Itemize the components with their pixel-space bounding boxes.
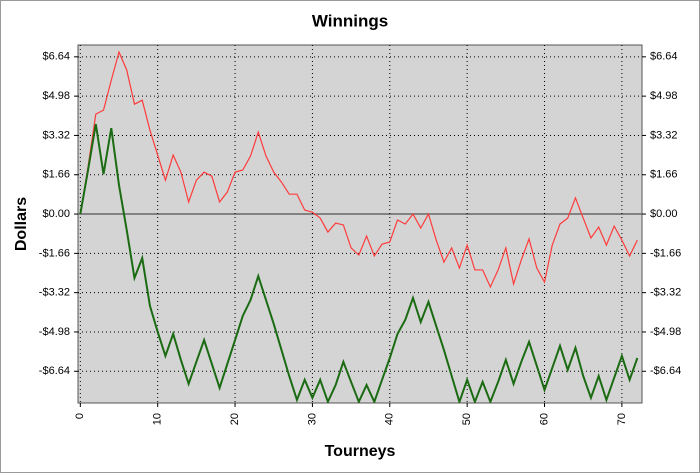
y2-tick-label: $6.64 <box>650 51 678 63</box>
series-line <box>79 50 638 289</box>
y-tick-label: $0.00 <box>42 208 70 220</box>
lines <box>79 50 639 403</box>
y-tick-label: $1.66 <box>42 169 70 181</box>
x-tick-label: 0 <box>74 413 86 419</box>
x-tick-label: 50 <box>461 413 473 425</box>
y2-tick-label: -$4.98 <box>650 326 681 338</box>
x-tick-label: 10 <box>152 413 164 425</box>
x-tick-label: 70 <box>616 413 628 425</box>
y2-tick-label: $1.66 <box>650 169 678 181</box>
x-tick-label: 30 <box>306 413 318 425</box>
y-axis-label: Dollars <box>13 197 30 251</box>
y-tick-label: -$6.64 <box>39 365 70 377</box>
y-tick-label: $3.32 <box>42 129 70 141</box>
y2-tick-label: $4.98 <box>650 90 678 102</box>
y-tick-label: -$1.66 <box>39 247 70 259</box>
x-axis-label: Tourneys <box>325 443 396 460</box>
y2-tick-label: -$3.32 <box>650 287 681 299</box>
y-tick-label: $6.64 <box>42 51 70 63</box>
series-line <box>79 123 639 403</box>
x-tick-label: 40 <box>384 413 396 425</box>
y2-tick-label: -$6.64 <box>650 365 681 377</box>
chart-title: Winnings <box>312 11 388 30</box>
y2-tick-label: $3.32 <box>650 129 678 141</box>
y2-tick-label: -$1.66 <box>650 247 681 259</box>
y2-tick-label: $0.00 <box>650 208 678 220</box>
x-tick-label: 20 <box>229 413 241 425</box>
y-tick-label: -$4.98 <box>39 326 70 338</box>
plot-area <box>77 44 643 404</box>
x-tick-label: 60 <box>538 413 550 425</box>
y-tick-label: $4.98 <box>42 90 70 102</box>
y-tick-label: -$3.32 <box>39 287 70 299</box>
grid <box>78 45 642 403</box>
